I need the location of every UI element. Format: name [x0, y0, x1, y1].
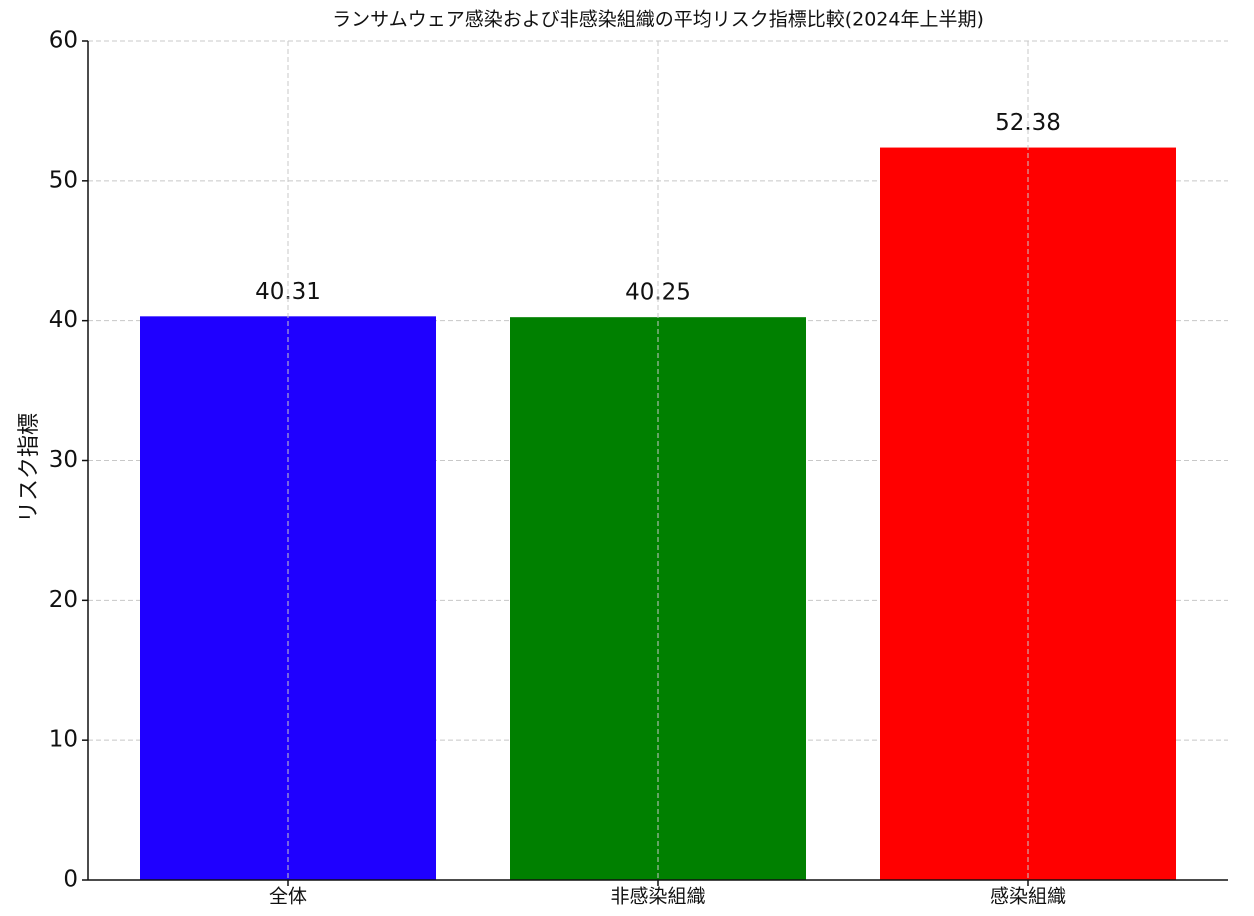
- y-tick-label: 10: [49, 727, 78, 753]
- y-tick-label: 40: [49, 307, 78, 333]
- x-tick-label: 非感染組織: [610, 886, 705, 908]
- x-tick-label: 感染組織: [990, 886, 1066, 908]
- y-tick-label: 50: [49, 167, 78, 193]
- y-tick-label: 30: [49, 447, 78, 473]
- chart-title: ランサムウェア感染および非感染組織の平均リスク指標比較(2024年上半期): [332, 9, 984, 31]
- y-tick-label: 0: [63, 867, 78, 893]
- y-axis-label: リスク指標: [17, 413, 42, 523]
- y-tick-label: 20: [49, 587, 78, 613]
- y-tick-label: 60: [49, 28, 78, 54]
- x-tick-label: 全体: [269, 886, 307, 908]
